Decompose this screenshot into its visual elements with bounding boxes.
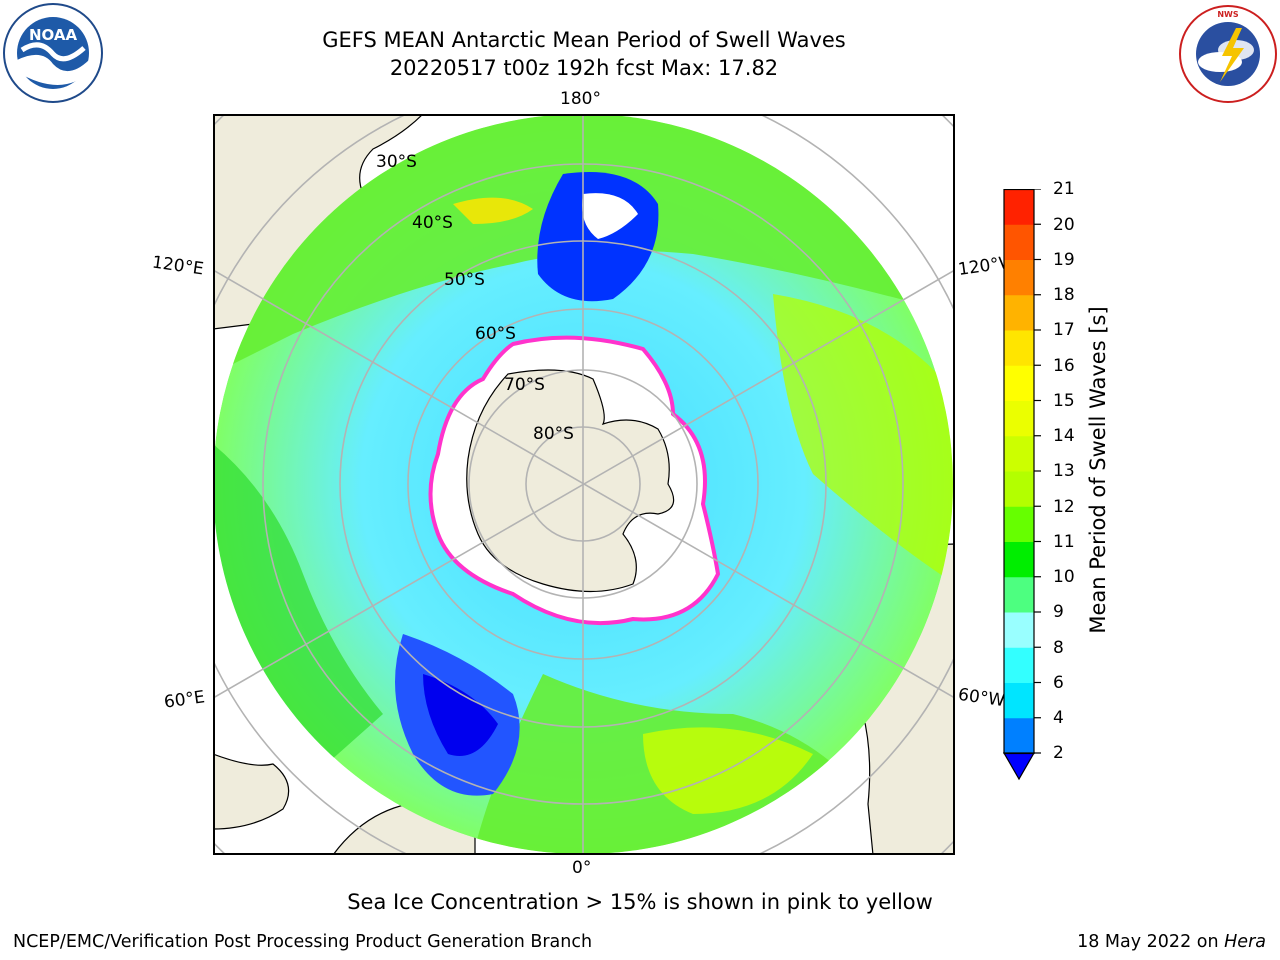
- colorbar-swatch: [1004, 294, 1034, 331]
- footer-date-text: 18 May 2022 on: [1077, 932, 1225, 952]
- colorbar-swatch: [1004, 506, 1034, 542]
- colorbar-tick: 9: [1053, 602, 1064, 622]
- colorbar-swatch: [1004, 435, 1034, 472]
- colorbar-swatch: [1004, 400, 1034, 437]
- colorbar-tick: 20: [1053, 215, 1075, 235]
- lon-label-right-lower: 60°W: [956, 684, 1007, 712]
- colorbar-swatch: [1004, 224, 1034, 260]
- lon-label-bottom: 0°: [572, 858, 592, 878]
- colorbar-swatch: [1004, 189, 1034, 225]
- colorbar-swatch: [1004, 612, 1034, 648]
- lat-label-70: 70°S: [504, 375, 545, 395]
- colorbar-tick: 13: [1053, 461, 1075, 481]
- colorbar-swatch: [1004, 471, 1034, 507]
- colorbar-swatches: [1002, 188, 1041, 781]
- colorbar-tick: 21: [1053, 179, 1075, 199]
- lon-label-top: 180°: [560, 89, 601, 109]
- colorbar-tick: 19: [1053, 250, 1075, 270]
- lat-label-50: 50°S: [444, 270, 485, 290]
- footer-date: 18 May 2022 on Hera: [1077, 932, 1266, 952]
- colorbar-tick: 12: [1053, 497, 1075, 517]
- colorbar-swatch: [1004, 647, 1034, 683]
- chart-subtitle: 20220517 t00z 192h fcst Max: 17.82: [389, 56, 779, 80]
- colorbar-swatch: [1004, 717, 1034, 754]
- nws-logo: NWS: [1178, 4, 1278, 104]
- noaa-logo: NOAA: [2, 2, 104, 104]
- colorbar-label: Mean Period of Swell Waves [s]: [1086, 306, 1110, 634]
- colorbar-extend-low: [1002, 752, 1036, 781]
- colorbar-swatch: [1004, 330, 1034, 366]
- colorbar-tick: 15: [1053, 391, 1075, 411]
- colorbar-tick: 8: [1053, 638, 1064, 658]
- colorbar-tick: 10: [1053, 567, 1075, 587]
- footer-system: Hera: [1224, 932, 1266, 952]
- colorbar-swatch: [1004, 682, 1034, 719]
- colorbar-tick: 14: [1053, 426, 1075, 446]
- chart-title: GEFS MEAN Antarctic Mean Period of Swell…: [322, 28, 846, 52]
- lat-label-80: 80°S: [533, 424, 574, 444]
- colorbar-tick: 6: [1053, 673, 1064, 693]
- noaa-logo-text: NOAA: [29, 26, 78, 44]
- map-panel: [213, 114, 955, 855]
- colorbar-swatch: [1004, 576, 1034, 613]
- colorbar-swatch: [1004, 541, 1034, 578]
- colorbar-tick: 4: [1053, 708, 1064, 728]
- colorbar: [1002, 188, 1041, 781]
- colorbar-tick: 2: [1053, 743, 1064, 763]
- colorbar-tick: 18: [1053, 285, 1075, 305]
- footer-branch: NCEP/EMC/Verification Post Processing Pr…: [13, 932, 593, 952]
- colorbar-swatch: [1004, 259, 1034, 296]
- colorbar-tick: 11: [1053, 532, 1075, 552]
- colorbar-tick: 17: [1053, 320, 1075, 340]
- colorbar-swatch: [1004, 365, 1034, 401]
- lat-label-30: 30°S: [376, 152, 417, 172]
- polar-map: [213, 114, 955, 855]
- nws-logo-ring-text: NWS: [1217, 10, 1239, 19]
- lat-label-60: 60°S: [475, 324, 516, 344]
- lon-label-left-upper: 120°E: [150, 252, 205, 280]
- colorbar-tick: 16: [1053, 356, 1075, 376]
- sea-ice-caption: Sea Ice Concentration > 15% is shown in …: [347, 890, 933, 914]
- lat-label-40: 40°S: [412, 213, 453, 233]
- lon-label-left-lower: 60°E: [162, 687, 207, 713]
